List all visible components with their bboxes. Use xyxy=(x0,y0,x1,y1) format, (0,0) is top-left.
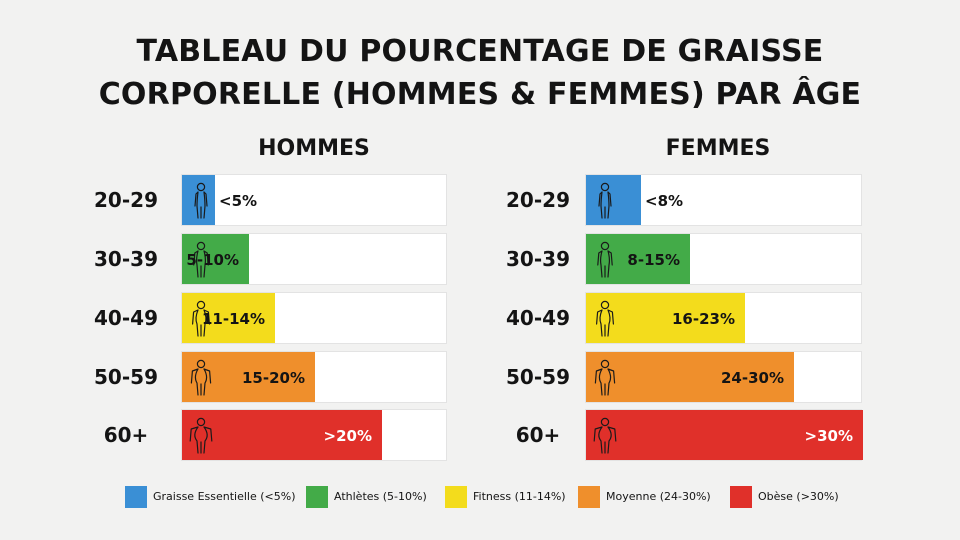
age-label: 30-39 xyxy=(506,247,570,271)
bar-track: 16-23% xyxy=(585,292,862,344)
legend-label: Obèse (>30%) xyxy=(758,490,839,503)
bar xyxy=(586,352,794,402)
person-silhouette-icon xyxy=(596,300,614,337)
legend: Graisse Essentielle (<5%) Athlètes (5-10%… xyxy=(0,484,960,510)
panel-heading-hommes: HOMMES xyxy=(258,136,370,161)
bar xyxy=(182,234,249,284)
bar-track: >20% xyxy=(181,409,447,461)
legend-label: Graisse Essentielle (<5%) xyxy=(153,490,296,503)
age-label: 20-29 xyxy=(506,188,570,212)
legend-swatch xyxy=(125,486,147,508)
legend-label: Moyenne (24-30%) xyxy=(606,490,711,503)
chart-title-line-1: TABLEAU DU POURCENTAGE DE GRAISSE xyxy=(136,34,824,69)
bar xyxy=(586,175,641,225)
bar-value-label: 24-30% xyxy=(720,369,784,387)
person-silhouette-icon xyxy=(593,417,617,454)
age-label: 40-49 xyxy=(506,306,570,330)
bar xyxy=(586,410,863,460)
chart-title: TABLEAU DU POURCENTAGE DE GRAISSE CORPOR… xyxy=(0,30,960,116)
bar xyxy=(182,410,382,460)
bar xyxy=(182,293,275,343)
bar-track: <5% xyxy=(181,174,447,226)
age-label: 50-59 xyxy=(506,365,570,389)
legend-swatch xyxy=(730,486,752,508)
person-silhouette-icon xyxy=(598,182,612,219)
legend-label: Fitness (11-14%) xyxy=(473,490,566,503)
person-silhouette-icon xyxy=(597,241,613,278)
legend-swatch xyxy=(306,486,328,508)
panel-heading-femmes: FEMMES xyxy=(665,136,771,161)
chart-title-line-2: CORPORELLE (HOMMES & FEMMES) PAR ÂGE xyxy=(98,77,862,112)
bar-value-label: 5-10% xyxy=(186,251,239,269)
legend-swatch xyxy=(445,486,467,508)
person-silhouette-icon xyxy=(193,241,209,278)
bar-value-label: >30% xyxy=(804,427,853,445)
person-silhouette-icon xyxy=(190,359,212,396)
age-label: 30-39 xyxy=(94,247,158,271)
legend-swatch xyxy=(578,486,600,508)
person-silhouette-icon xyxy=(189,417,213,454)
bar-track: >30% xyxy=(585,409,863,461)
bar xyxy=(182,175,215,225)
bar-value-label: <8% xyxy=(645,192,684,210)
person-silhouette-icon xyxy=(594,359,616,396)
bar-track: 24-30% xyxy=(585,351,862,403)
bar-value-label: >20% xyxy=(323,427,372,445)
age-label: 50-59 xyxy=(94,365,158,389)
bar-value-label: <5% xyxy=(219,192,258,210)
bar-value-label: 16-23% xyxy=(671,310,735,328)
person-silhouette-icon xyxy=(192,300,210,337)
bar-value-label: 11-14% xyxy=(201,310,265,328)
age-label: 40-49 xyxy=(94,306,158,330)
age-label: 60+ xyxy=(515,423,561,447)
bar-track: 11-14% xyxy=(181,292,447,344)
bar-track: 8-15% xyxy=(585,233,862,285)
bar-track: <8% xyxy=(585,174,862,226)
age-label: 60+ xyxy=(103,423,149,447)
age-label: 20-29 xyxy=(94,188,158,212)
bar xyxy=(182,352,315,402)
bar-track: 15-20% xyxy=(181,351,447,403)
legend-label: Athlètes (5-10%) xyxy=(334,490,427,503)
bar xyxy=(586,293,745,343)
bar xyxy=(586,234,690,284)
bar-value-label: 15-20% xyxy=(241,369,305,387)
person-silhouette-icon xyxy=(194,182,208,219)
bar-track: 5-10% xyxy=(181,233,447,285)
bar-value-label: 8-15% xyxy=(627,251,680,269)
